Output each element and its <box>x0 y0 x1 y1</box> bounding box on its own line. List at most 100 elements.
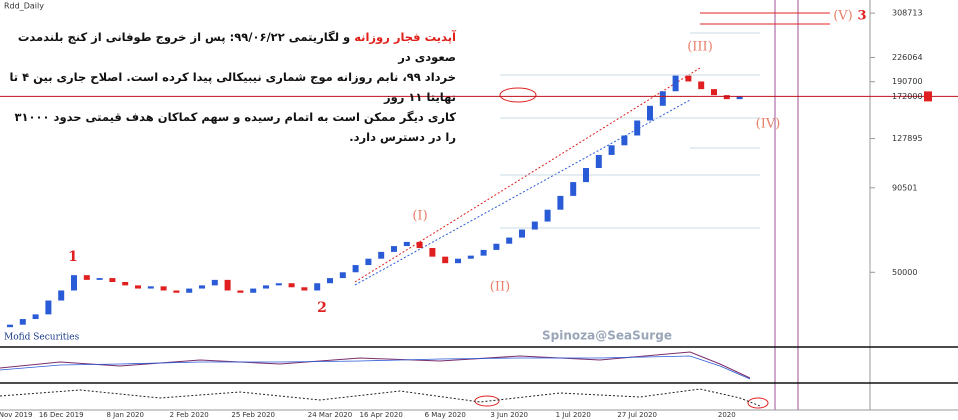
candle-body <box>32 314 39 320</box>
candle-body <box>685 75 692 82</box>
candle-body <box>275 283 282 286</box>
annotation-line: خرداد ۹۹، نابم روزانه موج شماری نیبیکالی… <box>9 70 456 104</box>
candle-body <box>173 290 180 293</box>
candle-body <box>135 285 141 289</box>
candle-body <box>519 229 525 238</box>
candle-body <box>557 195 564 210</box>
candle-body <box>608 145 615 155</box>
y-tick-label: 127895 <box>892 134 923 143</box>
wave-label: (II) <box>490 280 510 295</box>
wave-label: (I) <box>412 209 427 224</box>
candle-body <box>429 247 436 257</box>
candle-body <box>122 281 129 286</box>
y-tick-label: 190700 <box>892 77 923 86</box>
x-tick-label: 24 Mar 2020 <box>308 411 352 419</box>
candle-body <box>211 279 218 286</box>
wave-label: 1 <box>68 249 78 265</box>
highlight-ellipse <box>499 87 537 103</box>
candle-body <box>647 105 653 121</box>
candle-body <box>493 243 500 250</box>
candle-body <box>339 272 346 279</box>
x-tick-label: 2020 <box>718 411 736 419</box>
candle-body <box>83 275 90 280</box>
x-tick-label: 2 Feb 2020 <box>170 411 209 419</box>
candle-body <box>365 258 372 266</box>
candle-body <box>570 182 577 196</box>
candle-body <box>544 209 551 222</box>
candle-body <box>237 290 244 293</box>
annotation-highlight: آپدیت فجار روزانه <box>354 30 456 44</box>
candle-body <box>506 237 513 244</box>
x-tick-label: 27 Jul 2020 <box>617 411 657 419</box>
y-tick-label: 226064 <box>892 53 923 62</box>
candle-body <box>711 89 717 96</box>
candle-body <box>698 81 705 90</box>
candle-body <box>455 258 461 264</box>
x-tick-label: 8 Jan 2020 <box>106 411 144 419</box>
annotation-line: آپدیت فجار روزانه و لگاریتمی ۹۹/۰۶/۲۲: پ… <box>4 27 456 67</box>
candle-body <box>199 285 205 289</box>
candle-body <box>301 287 308 291</box>
watermark: Spinoza@SeaSurge <box>542 329 672 343</box>
candle-body <box>723 95 730 100</box>
candle-body <box>288 283 295 288</box>
candle-body <box>96 278 103 280</box>
x-tick-label: 16 Dec 2019 <box>39 411 84 419</box>
candle-body <box>736 96 743 100</box>
candle-body <box>327 278 333 284</box>
annotation-text: و لگاریتمی ۹۹/۰۶/۲۲: پس از خروج طوفانی ا… <box>17 30 456 64</box>
candle-body <box>595 154 602 169</box>
candle-body <box>109 278 116 282</box>
candle-body <box>224 279 231 291</box>
candle-body <box>621 135 628 146</box>
indicator-line <box>0 351 751 379</box>
wave-label: (IV) <box>756 117 781 132</box>
y-tick-label: 308713 <box>892 9 923 18</box>
x-tick-label: 3 Jun 2020 <box>490 411 528 419</box>
wave-label: (III) <box>687 40 713 55</box>
candle-body <box>659 91 666 106</box>
x-tick-label: 16 Apr 2020 <box>360 411 403 419</box>
candle-body <box>160 286 167 291</box>
y-tick-label: 50000 <box>892 268 917 277</box>
wave-label: (V) <box>833 9 853 24</box>
candle-body <box>391 246 397 252</box>
x-tick-label: 25 Feb 2020 <box>231 411 275 419</box>
candle-body <box>186 288 193 293</box>
broker-label: Mofid Securities <box>4 333 80 343</box>
candle-body <box>378 251 385 259</box>
candle-body <box>263 285 269 289</box>
candle-body <box>147 286 154 289</box>
candle-body <box>442 256 449 264</box>
candle-body <box>467 255 474 259</box>
candle-body <box>583 168 589 183</box>
wave-label: 3 <box>857 9 866 24</box>
annotation-line: کاری دیگر ممکن است به اتمام رسیده و سهم … <box>14 110 456 144</box>
chart-title: Rdd_Daily <box>4 2 44 11</box>
candle-body <box>45 300 52 315</box>
last-price-label: 172000 <box>892 92 923 101</box>
candle-body <box>58 290 65 301</box>
candle-body <box>314 283 321 291</box>
wave-label: 2 <box>317 300 327 316</box>
candle-body <box>672 75 679 92</box>
x-tick-label: 1 Jul 2020 <box>556 411 591 419</box>
indicator-line <box>0 355 751 380</box>
fib-lines <box>500 32 760 229</box>
candle-body <box>416 241 423 248</box>
candle-body <box>634 120 641 136</box>
candle-body <box>71 275 77 291</box>
candle-body <box>352 265 359 273</box>
candle-body <box>480 249 487 256</box>
candle-body <box>531 221 538 230</box>
annotation: آپدیت فجار روزانه و لگاریتمی ۹۹/۰۶/۲۲: پ… <box>4 27 456 147</box>
y-tick-label: 90501 <box>892 183 917 192</box>
candle-body <box>403 241 410 247</box>
last-price-box <box>924 91 932 102</box>
candle-body <box>250 288 257 293</box>
x-tick-label: 20 Nov 2019 <box>0 411 32 419</box>
candle-body <box>7 324 13 328</box>
candle-body <box>19 319 26 325</box>
